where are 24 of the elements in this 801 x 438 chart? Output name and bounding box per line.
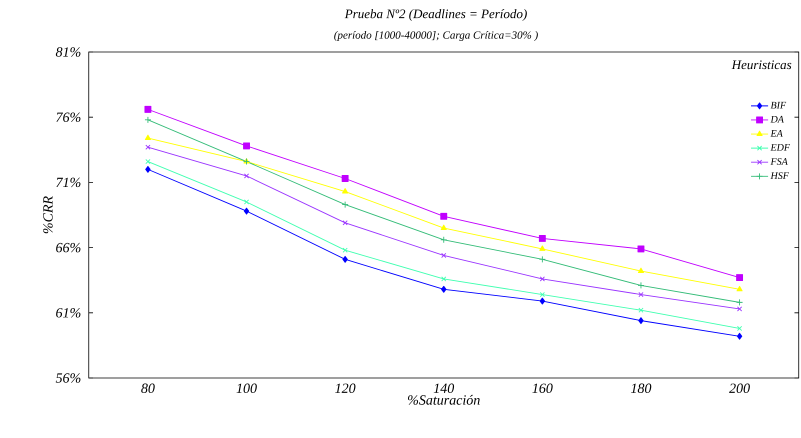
legend-label: FSA xyxy=(770,158,788,165)
legend-label: DA xyxy=(770,116,784,123)
chart-title: Prueba Nº2 (Deadlines = Período) xyxy=(344,9,527,21)
y-tick-label: 81% xyxy=(56,47,80,57)
x-axis-title: %Saturación xyxy=(408,394,480,405)
y-tick-label: 71% xyxy=(56,178,80,188)
legend-label: EA xyxy=(770,130,783,137)
y-tick-label: 56% xyxy=(56,373,80,383)
x-tick-label: 120 xyxy=(335,384,356,393)
chart-subtitle: (período [1000-40000]; Carga Crítica=30% ) xyxy=(334,31,538,41)
x-tick-label: 100 xyxy=(236,384,257,393)
legend-label: BIF xyxy=(770,102,786,108)
x-tick-label: 80 xyxy=(141,384,155,393)
legend-label: HSF xyxy=(770,172,789,179)
y-axis-title: %CRR xyxy=(43,196,53,234)
y-tick-label: 66% xyxy=(56,242,80,252)
legend-title: Heuristicas xyxy=(732,60,792,70)
x-tick-label: 160 xyxy=(532,384,553,393)
y-tick-label: 76% xyxy=(56,112,80,122)
x-tick-label: 200 xyxy=(729,384,750,393)
legend-label: EDF xyxy=(770,144,790,151)
x-tick-label: 140 xyxy=(434,384,454,393)
y-tick-label: 61% xyxy=(56,308,80,318)
x-tick-label: 180 xyxy=(630,384,652,393)
